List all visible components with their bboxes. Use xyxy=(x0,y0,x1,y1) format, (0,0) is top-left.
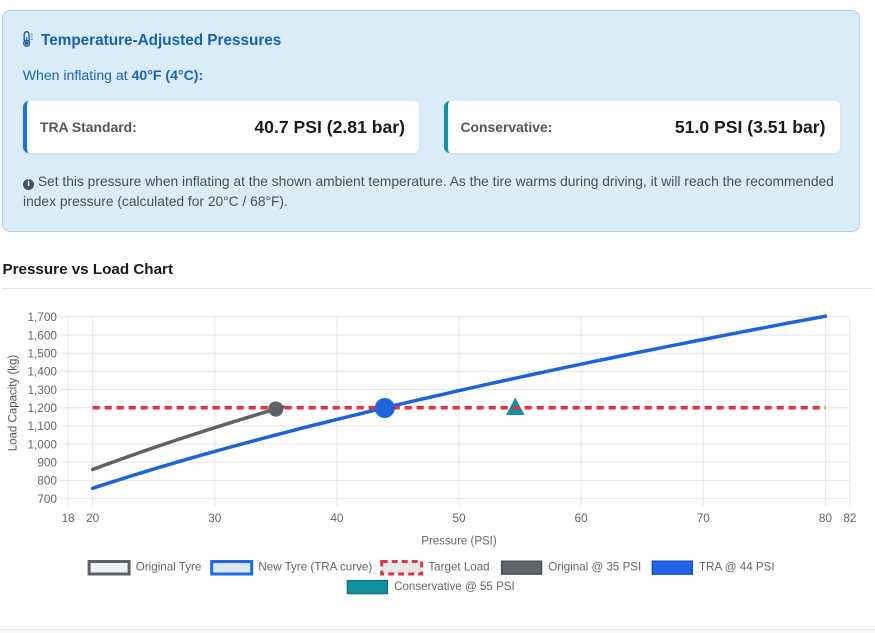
svg-text:Pressure (PSI): Pressure (PSI) xyxy=(421,535,497,547)
svg-text:New Tyre (TRA curve): New Tyre (TRA curve) xyxy=(258,561,372,574)
svg-text:1,700: 1,700 xyxy=(27,310,57,324)
svg-text:Load Capacity (kg): Load Capacity (kg) xyxy=(8,355,20,452)
svg-text:1,100: 1,100 xyxy=(27,419,57,433)
svg-text:82: 82 xyxy=(843,511,856,525)
svg-text:Original Tyre: Original Tyre xyxy=(136,561,202,574)
svg-text:40: 40 xyxy=(330,511,344,525)
svg-text:900: 900 xyxy=(37,456,57,470)
svg-text:80: 80 xyxy=(819,511,833,525)
svg-text:70: 70 xyxy=(697,511,711,525)
svg-text:1,600: 1,600 xyxy=(27,328,57,342)
svg-text:18: 18 xyxy=(62,511,76,525)
svg-text:1,500: 1,500 xyxy=(27,347,57,361)
svg-text:1,200: 1,200 xyxy=(27,401,57,415)
svg-text:60: 60 xyxy=(575,511,589,525)
svg-text:Original @ 35 PSI: Original @ 35 PSI xyxy=(548,561,641,574)
svg-text:30: 30 xyxy=(208,511,222,525)
svg-text:TRA @ 44 PSI: TRA @ 44 PSI xyxy=(699,561,775,574)
svg-text:Target Load: Target Load xyxy=(428,561,489,574)
svg-text:20: 20 xyxy=(86,511,100,525)
svg-text:1,400: 1,400 xyxy=(27,365,57,379)
svg-text:800: 800 xyxy=(37,474,57,488)
svg-text:1,300: 1,300 xyxy=(27,383,57,397)
svg-text:700: 700 xyxy=(37,492,57,506)
svg-text:1,000: 1,000 xyxy=(27,437,57,451)
svg-text:Conservative @ 55 PSI: Conservative @ 55 PSI xyxy=(394,580,515,593)
svg-text:50: 50 xyxy=(452,511,466,525)
